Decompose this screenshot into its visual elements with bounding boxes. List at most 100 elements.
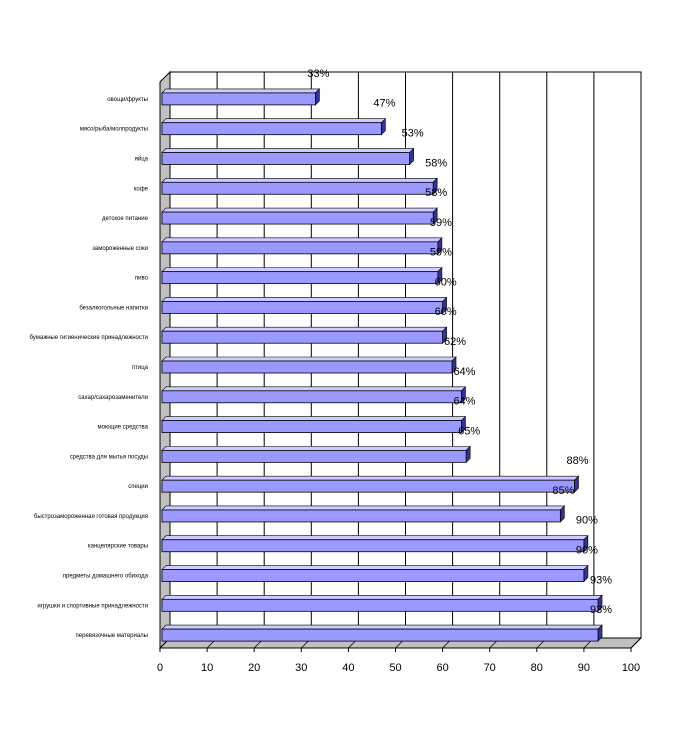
data-label: 60% — [435, 276, 457, 288]
bar — [161, 207, 438, 225]
category-label: кофе — [134, 186, 149, 192]
bar-front — [161, 301, 444, 314]
bar — [161, 177, 438, 195]
bar-front — [161, 509, 561, 523]
data-label: 93% — [590, 604, 612, 616]
x-tick-label: 100 — [622, 662, 640, 674]
data-label: 47% — [373, 98, 395, 110]
bar — [161, 415, 467, 434]
bar-front — [161, 449, 467, 463]
bar-top — [161, 446, 471, 451]
data-label: 58% — [425, 157, 447, 169]
bar — [161, 445, 471, 464]
bar — [161, 475, 580, 493]
bar-top — [161, 356, 457, 362]
bar-top — [161, 624, 603, 630]
bar — [161, 88, 321, 106]
bar-top — [161, 505, 566, 511]
bar — [161, 505, 566, 523]
category-label: быстрозамороженная готовая продукция — [34, 514, 148, 520]
x-tick-label: 0 — [157, 662, 163, 674]
category-labels: овощи/фрукты мясо/рыба/молпродукты яйца коф… — [30, 97, 149, 639]
x-tick-label: 90 — [578, 662, 590, 674]
bar-front — [161, 598, 599, 612]
category-label: специи — [128, 484, 148, 490]
bar-front — [161, 390, 462, 404]
category-label: средства для мытья посуды — [70, 454, 148, 460]
data-label: 64% — [453, 396, 475, 408]
bar-front — [161, 211, 434, 225]
x-tick-label: 50 — [389, 662, 401, 674]
bars — [161, 88, 603, 642]
data-label: 33% — [307, 68, 329, 80]
x-tick-label: 20 — [248, 662, 260, 674]
category-label: птица — [132, 365, 149, 371]
bar-top — [161, 326, 448, 332]
category-label: замороженные соки — [92, 246, 148, 252]
data-label: 53% — [402, 127, 424, 139]
category-label: яйца — [135, 155, 149, 162]
bar-top — [161, 177, 438, 183]
category-label: канцелярские товары — [88, 544, 148, 550]
bar-front — [161, 330, 444, 344]
data-label: 60% — [435, 306, 457, 318]
category-label: мясо/рыба/молпродукты — [80, 127, 148, 133]
category-label: сахар/сахарозаменители — [78, 395, 148, 401]
bar-top — [161, 595, 603, 600]
data-label: 58% — [425, 187, 447, 199]
bar — [161, 117, 387, 136]
bar-top — [161, 267, 443, 272]
data-label: 59% — [430, 217, 452, 229]
x-tick-label: 70 — [484, 662, 496, 674]
bar — [161, 624, 603, 642]
data-label: 90% — [576, 545, 598, 557]
data-label: 85% — [552, 485, 574, 497]
category-label: пиво — [135, 276, 149, 282]
category-label: детское питание — [102, 216, 149, 222]
bar-top — [161, 207, 438, 213]
category-label: предметы домашнего обихода — [63, 574, 149, 580]
category-label: игрушки и спортивные принадлежности — [37, 603, 148, 609]
category-label: перевязочные материалы — [76, 633, 148, 639]
bar-front — [161, 479, 575, 493]
data-label: 93% — [590, 574, 612, 586]
data-label: 62% — [444, 336, 466, 348]
x-tick-label: 60 — [436, 662, 448, 674]
bar-top — [161, 297, 448, 302]
data-label: 59% — [430, 247, 452, 259]
bar-front — [161, 420, 462, 433]
bar-top — [161, 475, 580, 481]
bar-top — [161, 416, 467, 421]
category-label: овощи/фрукты — [107, 97, 148, 103]
x-tick-label: 40 — [342, 662, 354, 674]
bar-front — [161, 181, 434, 195]
bar — [161, 326, 448, 344]
bar — [161, 594, 603, 613]
bar-top — [161, 386, 467, 392]
x-tick-label: 30 — [295, 662, 307, 674]
bar-front — [161, 271, 439, 285]
x-tick-label: 80 — [531, 662, 543, 674]
bar-front — [161, 152, 411, 165]
bar-top — [161, 148, 415, 153]
bar-top — [161, 535, 589, 541]
x-tick-labels: 0 10 20 30 40 50 60 70 80 90 100 — [157, 662, 640, 674]
category-label: безалкогольные напитки — [79, 305, 148, 311]
bar-front — [161, 241, 439, 255]
bar — [161, 564, 589, 583]
bar — [161, 356, 457, 374]
bar-front — [161, 92, 316, 106]
category-label: бумажные гигиенические принадлежности — [30, 335, 149, 341]
category-label: моющие средства — [97, 425, 148, 431]
data-labels: 33% 47% 53% 58% 58% 59% 59% 60% 60% 62% 64% 64% 65% 8… — [307, 68, 612, 616]
bar — [161, 266, 443, 285]
bar-top — [161, 237, 443, 243]
bar-front — [161, 628, 599, 642]
bar — [161, 535, 589, 553]
bar-top — [161, 565, 589, 570]
bar — [161, 386, 467, 404]
data-label: 65% — [458, 425, 480, 437]
floor-gridline — [630, 637, 642, 649]
